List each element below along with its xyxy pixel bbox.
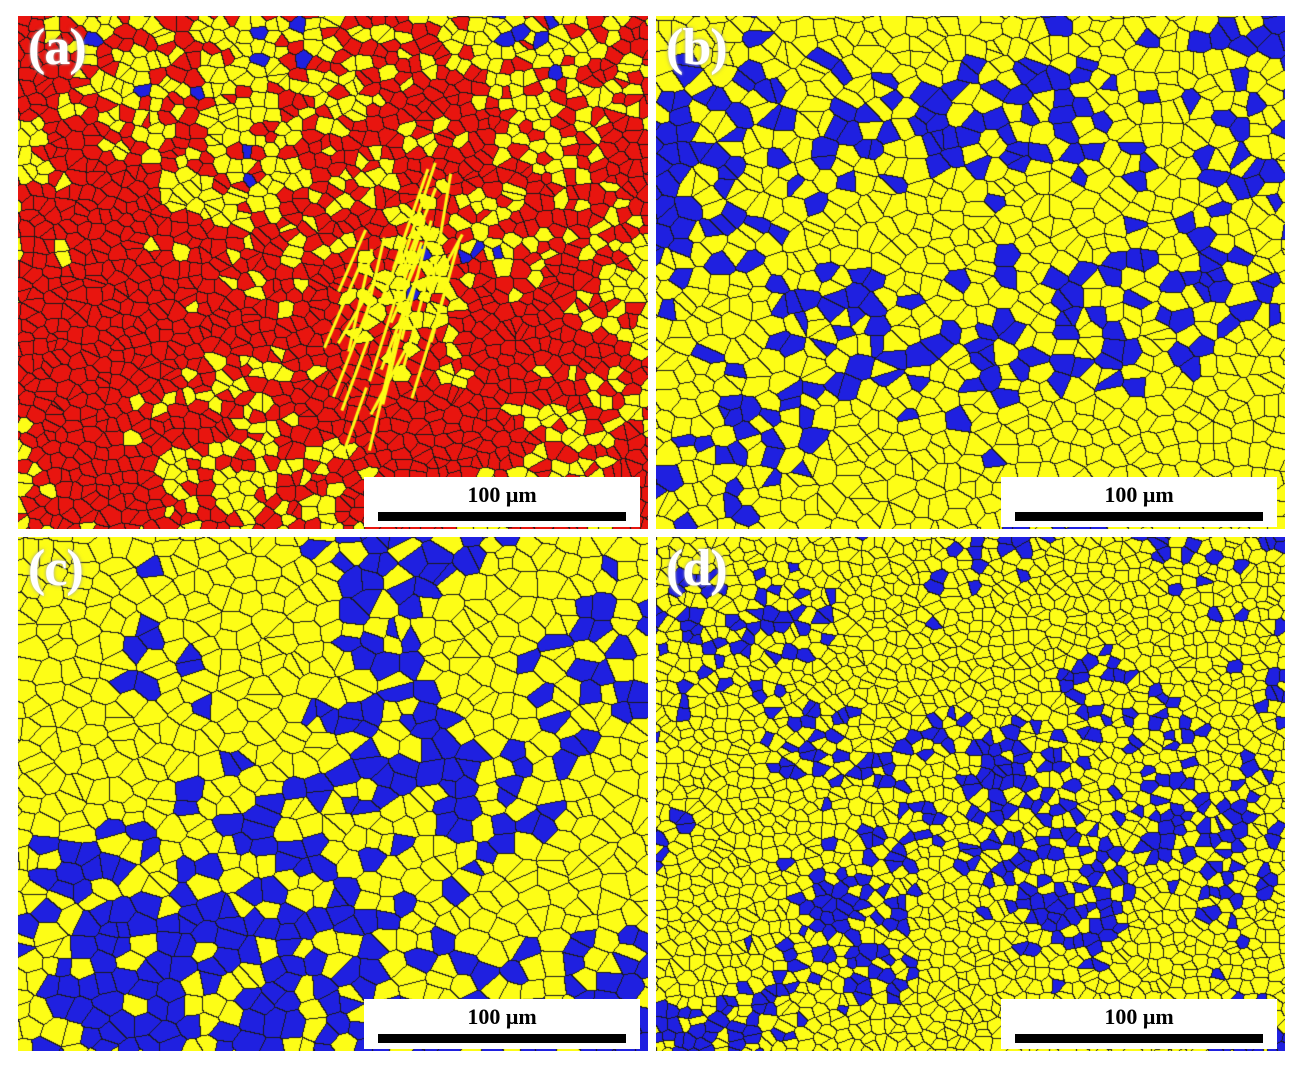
- scale-bar-label-c: 100 μm: [467, 1004, 537, 1029]
- panel-label-a: (a): [28, 19, 87, 76]
- micrograph-panel-b: (b) 100 μm: [656, 16, 1285, 529]
- phase-map-d: [656, 537, 1285, 1051]
- micrograph-panel-d: (d) 100 μm: [656, 537, 1285, 1051]
- scale-bar-d: [1015, 1034, 1263, 1043]
- panel-label-c: (c): [28, 540, 84, 597]
- scale-bar-label-b: 100 μm: [1104, 482, 1174, 507]
- phase-map-c: [18, 537, 648, 1051]
- scale-bar-c: [378, 1034, 626, 1043]
- micrograph-panel-a: (a) 100 μm: [18, 16, 648, 529]
- phase-map-b: [656, 16, 1285, 529]
- scale-bar-label-a: 100 μm: [467, 482, 537, 507]
- micrograph-panel-c: (c) 100 μm: [18, 537, 648, 1051]
- scale-bar-label-d: 100 μm: [1104, 1004, 1174, 1029]
- scale-bar-b: [1015, 512, 1263, 521]
- panel-label-b: (b): [666, 19, 728, 76]
- scale-bar-box-d: 100 μm: [1001, 999, 1277, 1049]
- panel-label-d: (d): [666, 540, 728, 597]
- scale-bar-box-c: 100 μm: [364, 999, 640, 1049]
- phase-map-a: [18, 16, 648, 529]
- scale-bar-box-b: 100 μm: [1001, 477, 1277, 527]
- scale-bar-box-a: 100 μm: [364, 477, 640, 527]
- scale-bar-a: [378, 512, 626, 521]
